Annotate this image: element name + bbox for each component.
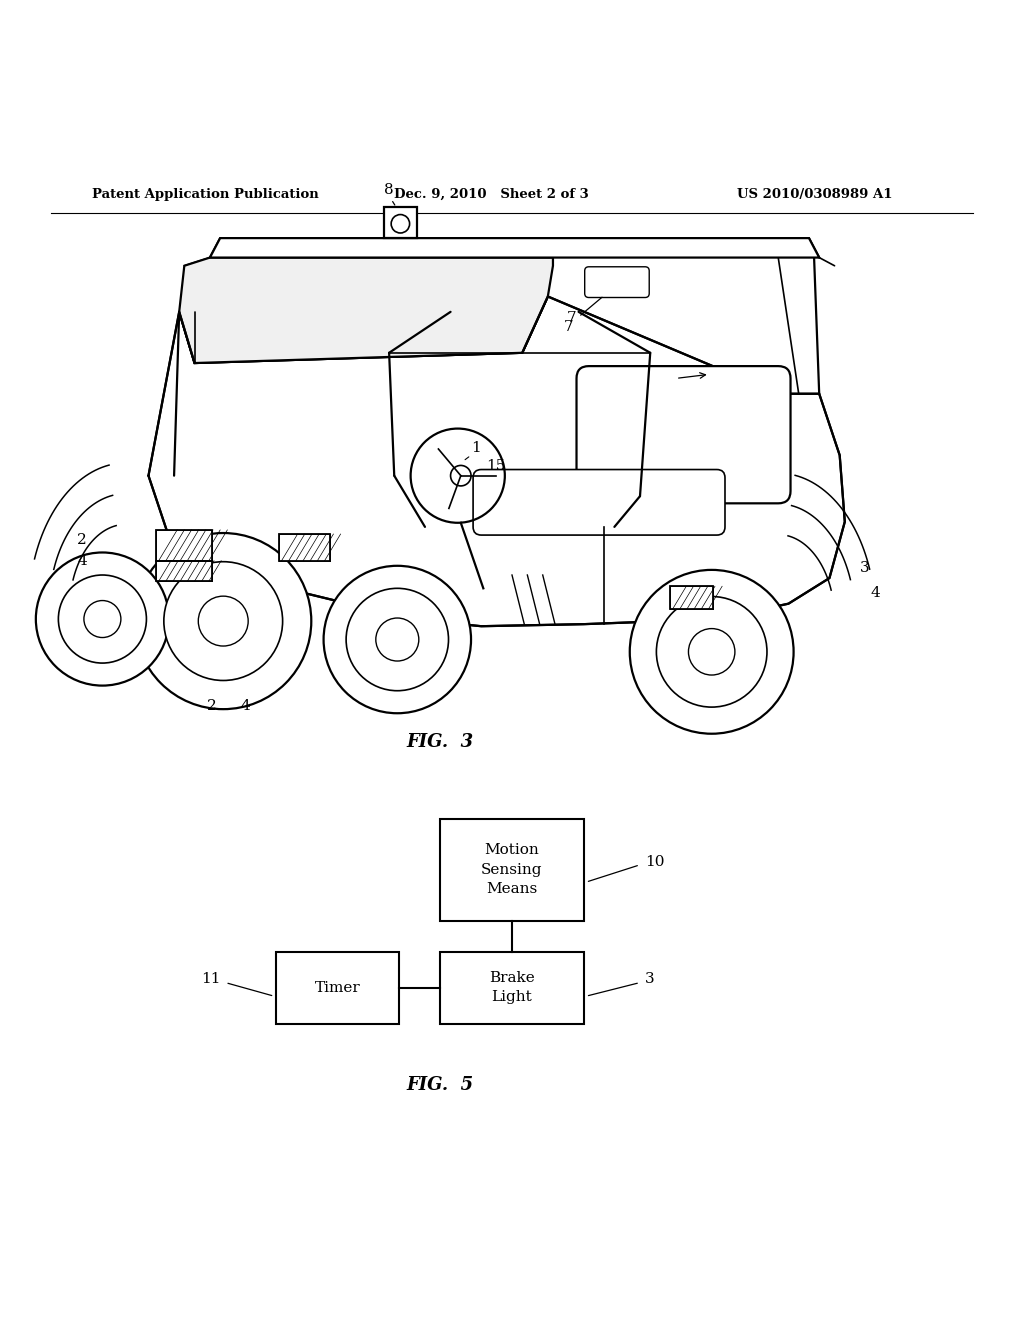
Circle shape: [391, 215, 410, 234]
Polygon shape: [179, 257, 553, 363]
Bar: [279, 535, 330, 561]
Text: Timer: Timer: [315, 981, 360, 995]
Circle shape: [199, 597, 248, 645]
Text: Motion
Sensing
Means: Motion Sensing Means: [481, 843, 543, 896]
Text: 8: 8: [384, 183, 394, 197]
Circle shape: [688, 628, 735, 675]
Text: 10: 10: [645, 855, 665, 869]
Circle shape: [135, 533, 311, 709]
Bar: [440, 818, 584, 921]
Text: 4: 4: [241, 700, 251, 713]
Circle shape: [376, 618, 419, 661]
Bar: [156, 561, 212, 581]
Bar: [440, 952, 584, 1023]
Text: 4: 4: [77, 553, 87, 568]
Text: 4: 4: [870, 586, 881, 601]
Text: 2: 2: [207, 700, 217, 713]
Circle shape: [164, 562, 283, 681]
Text: 11: 11: [201, 973, 220, 986]
Text: 18: 18: [712, 366, 731, 380]
Polygon shape: [210, 238, 819, 257]
Circle shape: [346, 589, 449, 690]
Text: FIG.  3: FIG. 3: [407, 733, 474, 751]
Bar: [156, 529, 212, 561]
Text: 2: 2: [77, 533, 87, 548]
Bar: [384, 207, 417, 238]
Text: 3: 3: [860, 561, 869, 574]
FancyBboxPatch shape: [473, 470, 725, 535]
Text: Dec. 9, 2010   Sheet 2 of 3: Dec. 9, 2010 Sheet 2 of 3: [394, 187, 589, 201]
Polygon shape: [148, 297, 845, 626]
Circle shape: [630, 570, 794, 734]
Text: US 2010/0308989 A1: US 2010/0308989 A1: [737, 187, 893, 201]
Circle shape: [656, 597, 767, 708]
Circle shape: [324, 566, 471, 713]
Bar: [276, 952, 399, 1023]
Circle shape: [84, 601, 121, 638]
Text: FIG.  5: FIG. 5: [407, 1076, 474, 1094]
Text: 3: 3: [645, 973, 654, 986]
Text: 1: 1: [471, 441, 481, 455]
FancyBboxPatch shape: [577, 366, 791, 503]
Circle shape: [36, 553, 169, 685]
Circle shape: [58, 576, 146, 663]
Text: 7: 7: [567, 312, 577, 325]
Bar: [670, 586, 713, 609]
Text: 15: 15: [486, 459, 506, 474]
FancyBboxPatch shape: [585, 267, 649, 297]
Text: 7: 7: [563, 319, 573, 334]
Text: Brake
Light: Brake Light: [489, 972, 535, 1005]
Text: Patent Application Publication: Patent Application Publication: [92, 187, 318, 201]
